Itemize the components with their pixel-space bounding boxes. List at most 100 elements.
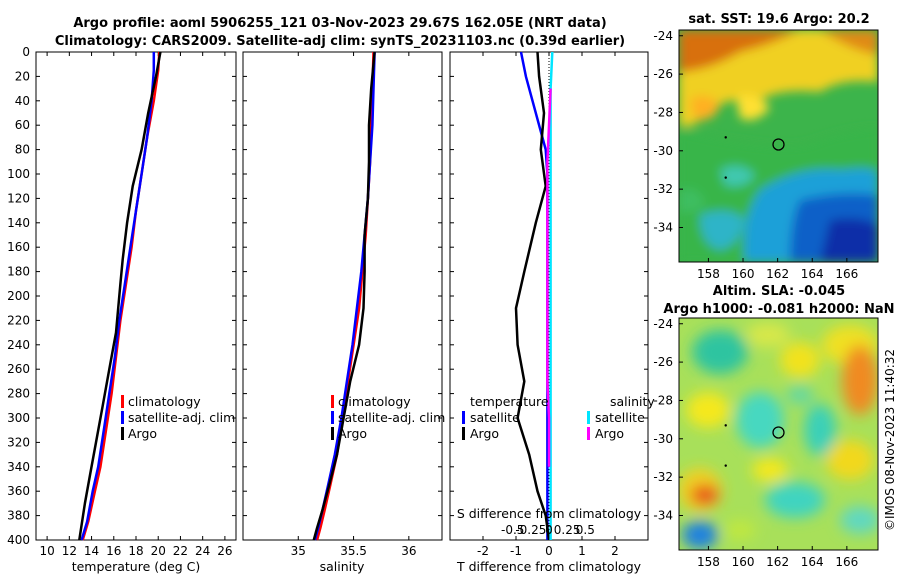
temperature-legend: climatology satellite-adj. clim Argo bbox=[121, 394, 235, 441]
map-lat-label: -26 bbox=[653, 355, 673, 369]
nearby-profile-dot bbox=[724, 464, 727, 467]
map-lat-label: -24 bbox=[653, 317, 673, 331]
pressure-tick-label: 80 bbox=[15, 143, 30, 157]
legend-swatch-argo bbox=[331, 427, 334, 440]
axis-ticks bbox=[36, 51, 648, 541]
legend-swatch-climatology bbox=[121, 395, 124, 408]
pressure-tick-label: 280 bbox=[7, 387, 30, 401]
s-tick-label: 0 bbox=[545, 523, 553, 537]
pressure-tick-label: 120 bbox=[7, 191, 30, 205]
legend-swatch-climatology bbox=[331, 395, 334, 408]
series-temperature-argo bbox=[514, 51, 551, 541]
temperature-axes bbox=[35, 51, 237, 541]
x-tick-label: -1 bbox=[510, 544, 522, 558]
legend-label-t-argo: Argo bbox=[470, 426, 499, 441]
map-lat-label: -28 bbox=[653, 105, 673, 119]
pressure-tick-label: 0 bbox=[22, 45, 30, 59]
pressure-tick-label: 200 bbox=[7, 289, 30, 303]
map-lon-label: 164 bbox=[801, 555, 824, 569]
difference-legend: temperature salinity satellite Argo sate… bbox=[462, 394, 655, 441]
series-satellite-adj-clim bbox=[80, 52, 156, 541]
s-difference-xlabel: S difference from climatology bbox=[457, 506, 642, 521]
x-tick-labels: 10 12 14 16 18 20 22 24 26 35 35.5 36 -2 -1 0 1 2 bbox=[39, 544, 618, 558]
pressure-tick-label: 220 bbox=[7, 313, 30, 327]
s-tick-label: -0.25 bbox=[515, 523, 546, 537]
sla-map bbox=[679, 318, 878, 550]
map-lon-label: 164 bbox=[801, 267, 824, 281]
x-tick-label: 36 bbox=[401, 544, 416, 558]
figure-title-line2: Climatology: CARS2009. Satellite-adj cli… bbox=[55, 34, 625, 49]
sst-map-title: sat. SST: 19.6 Argo: 20.2 bbox=[688, 12, 869, 27]
legend-label-argo: Argo bbox=[338, 426, 367, 441]
t-difference-xlabel: T difference from climatology bbox=[456, 559, 642, 574]
legend-swatch-satellite bbox=[331, 411, 334, 424]
x-tick-label: 20 bbox=[151, 544, 166, 558]
map-lat-label: -30 bbox=[653, 144, 673, 158]
map-lon-label: 162 bbox=[766, 267, 789, 281]
legend-label-argo: Argo bbox=[128, 426, 157, 441]
map-lat-label: -34 bbox=[653, 220, 673, 234]
pressure-tick-label: 60 bbox=[15, 118, 30, 132]
nearby-profile-dot bbox=[724, 136, 727, 139]
map-lon-label: 158 bbox=[697, 267, 720, 281]
legend-swatch-satellite bbox=[121, 411, 124, 424]
profile-location-marker bbox=[772, 138, 785, 151]
s-difference-tick-labels: -0.5-0.250 0.250.5 bbox=[501, 523, 595, 537]
series-argo bbox=[312, 51, 376, 541]
pressure-tick-label: 140 bbox=[7, 216, 30, 230]
legend-label-s-satellite: satellite bbox=[595, 410, 645, 425]
pressure-tick-label: 240 bbox=[7, 338, 30, 352]
sla-map-frame bbox=[678, 317, 879, 551]
legend-swatch-argo bbox=[121, 427, 124, 440]
pressure-tick-labels: 0 20 40 60 80 100 120 140 160 180 200 220 240 260 280 3… bbox=[7, 45, 30, 547]
sst-map bbox=[679, 30, 878, 262]
s-tick-label: 0.25 bbox=[554, 523, 581, 537]
x-tick-label: 35 bbox=[291, 544, 306, 558]
map-lon-label: 166 bbox=[835, 555, 858, 569]
sla-map-title-line2: Argo h1000: -0.081 h2000: NaN bbox=[663, 302, 894, 317]
map-lat-label: -34 bbox=[653, 508, 673, 522]
nearby-profile-dot bbox=[724, 424, 727, 427]
series-salinity-satellite bbox=[549, 51, 554, 540]
pressure-tick-label: 180 bbox=[7, 265, 30, 279]
x-tick-label: 2 bbox=[611, 544, 619, 558]
map-lat-label: -32 bbox=[653, 182, 673, 196]
x-tick-label: 14 bbox=[84, 544, 99, 558]
x-tick-label: 26 bbox=[217, 544, 232, 558]
legend-label-satellite: satellite-adj. clim bbox=[338, 410, 445, 425]
legend-label-satellite: satellite-adj. clim bbox=[128, 410, 235, 425]
x-tick-label: 16 bbox=[106, 544, 121, 558]
map-lat-label: -26 bbox=[653, 67, 673, 81]
map-lat-label: -32 bbox=[653, 470, 673, 484]
map-tick-labels: -24 -26 -28 -30 -32 -34 158 160 162 164 166 -24 -26 -… bbox=[653, 29, 858, 569]
pressure-tick-label: 340 bbox=[7, 460, 30, 474]
map-lon-label: 166 bbox=[835, 267, 858, 281]
pressure-tick-label: 380 bbox=[7, 509, 30, 523]
legend-label-t-satellite: satellite bbox=[470, 410, 520, 425]
pressure-tick-label: 40 bbox=[15, 94, 30, 108]
legend-swatch-s-argo bbox=[587, 427, 590, 440]
series-argo bbox=[78, 51, 162, 541]
legend-label-climatology: climatology bbox=[128, 394, 201, 409]
salinity-axes bbox=[242, 51, 443, 541]
pressure-tick-label: 260 bbox=[7, 362, 30, 376]
sst-map-frame bbox=[678, 29, 879, 263]
profile-location-marker bbox=[772, 426, 785, 439]
map-lon-label: 162 bbox=[766, 555, 789, 569]
x-tick-label: 24 bbox=[195, 544, 210, 558]
x-tick-label: 12 bbox=[62, 544, 77, 558]
figure-title-line1: Argo profile: aoml 5906255_121 03-Nov-20… bbox=[73, 16, 606, 31]
pressure-tick-label: 320 bbox=[7, 435, 30, 449]
x-tick-label: -2 bbox=[477, 544, 489, 558]
map-lat-label: -24 bbox=[653, 29, 673, 43]
s-tick-label: 0.5 bbox=[576, 523, 595, 537]
map-lat-label: -28 bbox=[653, 393, 673, 407]
legend-swatch-t-argo bbox=[462, 427, 465, 440]
x-tick-label: 10 bbox=[39, 544, 54, 558]
x-tick-label: 35.5 bbox=[340, 544, 367, 558]
pressure-tick-label: 160 bbox=[7, 240, 30, 254]
map-lon-label: 160 bbox=[732, 267, 755, 281]
salinity-xlabel: salinity bbox=[320, 559, 365, 574]
legend-swatch-s-satellite bbox=[587, 411, 590, 424]
